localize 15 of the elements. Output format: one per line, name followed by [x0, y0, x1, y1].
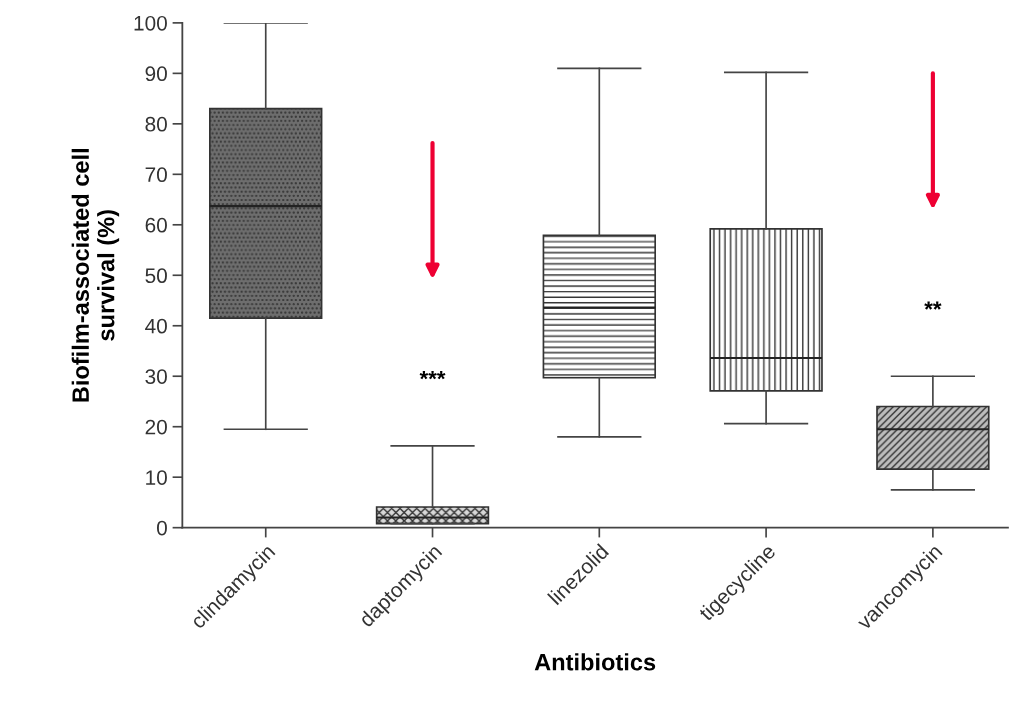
y-tick-label: 80 [145, 116, 167, 132]
y-tick-label: 20 [145, 419, 167, 435]
x-axis-title: Antibiotics [534, 653, 656, 671]
y-tick-label: 0 [156, 520, 167, 536]
y-axis-title: Biofilm-associated cell survival (%) [71, 149, 120, 402]
y-tick-label: 40 [145, 318, 167, 334]
y-tick-label: 30 [145, 369, 167, 384]
annotation: *** [419, 371, 446, 380]
y-tick-label: 10 [146, 470, 167, 485]
y-tick-label: 50 [145, 268, 167, 284]
annotation: ** [924, 301, 942, 310]
y-tick-label: 60 [145, 217, 167, 233]
y-tick-label: 100 [134, 15, 167, 31]
y-tick-label: 70 [145, 167, 167, 183]
y-tick-label: 90 [145, 66, 167, 82]
